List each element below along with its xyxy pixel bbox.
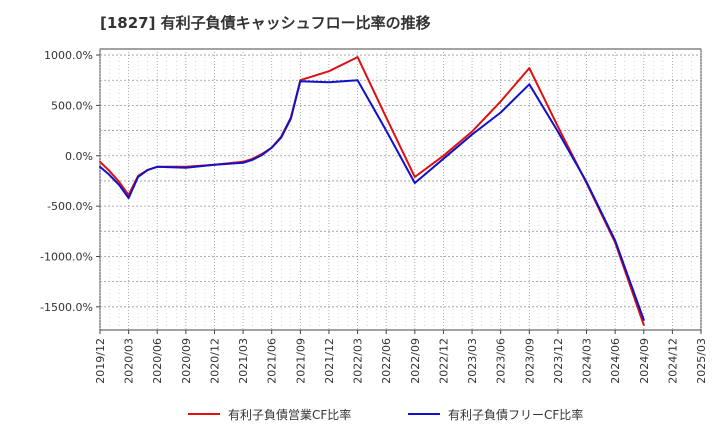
legend: 有利子負債営業CF比率 有利子負債フリーCF比率 bbox=[188, 407, 583, 422]
plot-border bbox=[99, 48, 702, 331]
x-tick-label: 2020/12 bbox=[208, 338, 221, 384]
x-tick-label: 2019/12 bbox=[94, 338, 107, 384]
legend-label-1: 有利子負債営業CF比率 bbox=[228, 407, 351, 422]
x-tick-label: 2021/06 bbox=[266, 338, 279, 384]
x-tick-label: 2024/12 bbox=[666, 338, 679, 384]
x-tick-label: 2020/06 bbox=[151, 338, 164, 384]
x-tick-label: 2023/09 bbox=[523, 338, 536, 384]
y-tick-label: -1000.0% bbox=[40, 250, 93, 263]
x-tick-label: 2022/09 bbox=[409, 338, 422, 384]
x-tick-label: 2024/06 bbox=[609, 338, 622, 384]
x-tick-label: 2024/03 bbox=[581, 338, 594, 384]
x-tick-label: 2023/03 bbox=[466, 338, 479, 384]
x-tick-label: 2025/03 bbox=[695, 338, 708, 384]
y-tick-label: 500.0% bbox=[51, 99, 93, 112]
y-tick-label: -1500.0% bbox=[40, 301, 93, 314]
x-axis: 2019/12 2020/03 2020/06 2020/09 2020/12 2021/… bbox=[94, 330, 708, 384]
y-tick-label: 1000.0% bbox=[44, 49, 93, 62]
x-tick-label: 2021/12 bbox=[323, 338, 336, 384]
x-tick-label: 2022/03 bbox=[352, 338, 365, 384]
x-tick-label: 2020/09 bbox=[180, 338, 193, 384]
x-tick-label: 2023/06 bbox=[495, 338, 508, 384]
series-line-2 bbox=[99, 79, 645, 321]
y-axis: 1000.0% 500.0% 0.0% -500.0% -1000.0% -1500.0% bbox=[40, 49, 100, 314]
x-tick-label: 2021/03 bbox=[237, 338, 250, 384]
series-group bbox=[99, 56, 645, 326]
legend-label-2: 有利子負債フリーCF比率 bbox=[448, 407, 583, 422]
y-tick-label: 0.0% bbox=[65, 150, 93, 163]
x-tick-label: 2021/09 bbox=[294, 338, 307, 384]
x-tick-label: 2023/12 bbox=[552, 338, 565, 384]
x-tick-label: 2020/03 bbox=[123, 338, 136, 384]
x-tick-label: 2022/12 bbox=[437, 338, 450, 384]
gridlines bbox=[99, 49, 702, 330]
y-tick-label: -500.0% bbox=[47, 200, 93, 213]
x-tick-label: 2024/09 bbox=[638, 338, 651, 384]
x-tick-label: 2022/06 bbox=[380, 338, 393, 384]
plot-area bbox=[99, 48, 702, 331]
chart-title: [1827] 有利子負債キャッシュフロー比率の推移 bbox=[100, 14, 431, 32]
